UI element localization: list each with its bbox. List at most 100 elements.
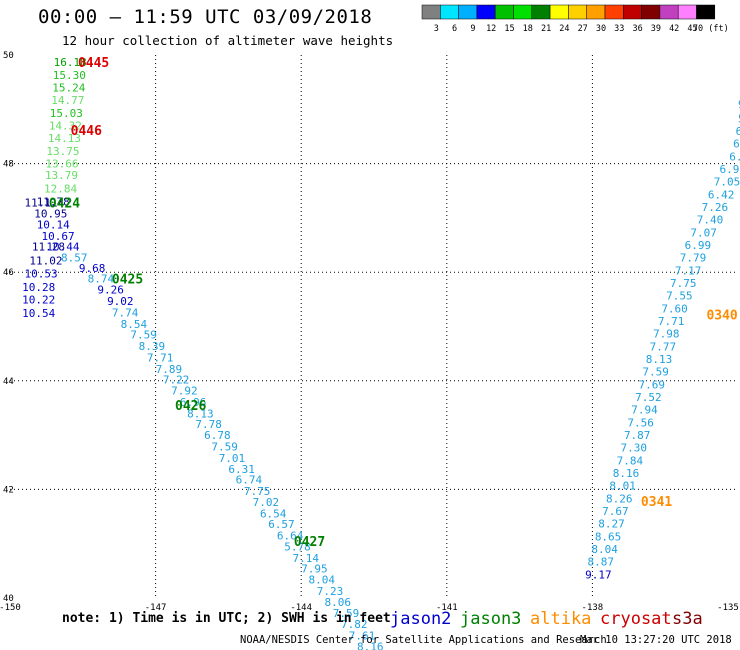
swh-value-jason3: 8.04: [308, 574, 335, 587]
swh-value-jason3: 7.23: [317, 585, 344, 598]
swh-value-jason3: 8.13: [187, 407, 214, 420]
swh-value-jason3: 8.39: [139, 340, 166, 353]
swh-value-jason3: 7.14: [292, 552, 319, 565]
color-scale-swatch: [458, 4, 478, 20]
color-scale-swatch: [421, 4, 441, 20]
time-label-altika: 0340: [706, 309, 737, 324]
swh-value-jason3: 7.95: [301, 563, 328, 576]
time-label-jason3: 0426: [175, 399, 206, 414]
swh-value-jason2: 10.44: [46, 241, 79, 254]
swh-value-jason2: 11.02: [29, 254, 62, 267]
swh-value-altika: 7.98: [653, 328, 680, 341]
swh-value-jason3: 7.59: [130, 329, 157, 342]
color-scale-label: 6: [452, 24, 457, 34]
color-scale-swatch: [641, 4, 661, 20]
swh-value-altika: 9: [738, 98, 740, 111]
swh-value-jason2: 11.11: [25, 197, 58, 210]
swh-value-altika: 8.13: [646, 353, 673, 366]
time-label-altika: 0341: [641, 495, 672, 510]
swh-value-altika: 7.26: [702, 201, 729, 214]
color-scale-swatch: [659, 4, 679, 20]
swh-value-altika: 8.16: [613, 467, 640, 480]
color-scale-label: 27: [578, 24, 588, 34]
chart-subtitle: 12 hour collection of altimeter wave hei…: [62, 33, 394, 48]
swh-value-jason3: 6.78: [204, 429, 231, 442]
swh-value-altika: 8.87: [588, 556, 615, 569]
swh-value-altika: 7.79: [680, 252, 707, 265]
swh-value-altika: 6.86: [729, 151, 740, 164]
swh-value-jason3: 5.78: [284, 540, 311, 553]
swh-value-altika: 7.87: [624, 429, 651, 442]
swh-value-jason3: 6.54: [260, 507, 287, 520]
swh-value-altika: 7.07: [690, 227, 717, 240]
color-scale-label: 21: [541, 24, 551, 34]
color-scale-swatch: [440, 4, 459, 20]
swh-value-jason3: 7.74: [112, 306, 139, 319]
swh-value-jason3: 7.59: [211, 441, 238, 454]
y-tick-label: 40: [3, 594, 14, 604]
swh-value-jason2: 10.14: [37, 218, 70, 231]
swh-value-altika: 8.65: [595, 531, 622, 544]
chart-title: 00:00 — 11:59 UTC 03/09/2018: [38, 6, 373, 28]
color-scale-label: 3: [434, 24, 439, 34]
swh-value-jason3: 6.57: [268, 518, 295, 531]
swh-value-jason2: 10.54: [22, 307, 55, 320]
swh-value-jason2: 10.95: [34, 208, 67, 221]
swh-value-altika: 7.69: [639, 379, 666, 392]
swh-value-jason3: 7.78: [195, 418, 222, 431]
swh-value-cryosat: 15.03: [50, 107, 83, 120]
color-scale-label: 33: [614, 24, 624, 34]
swh-value-jason2: 10.67: [42, 230, 75, 243]
swh-value-cryosat: 12.84: [44, 183, 77, 196]
swh-value-altika: 7.17: [675, 265, 702, 278]
swh-value-jason3: 7.61: [349, 629, 376, 642]
swh-value-altika: 6.99: [685, 239, 712, 252]
color-scale-swatch: [586, 4, 606, 20]
x-tick-label: -135: [717, 603, 739, 613]
x-tick-label: -141: [436, 603, 458, 613]
swh-value-cryosat: 14.77: [51, 94, 84, 107]
note-text: note: 1) Time is in UTC; 2) SWH is in fe…: [62, 611, 391, 626]
swh-value-jason3: 8.74: [88, 273, 115, 286]
swh-value-jason2: 11.78: [37, 196, 70, 209]
color-scale-label: 39: [651, 24, 661, 34]
y-tick-label: 44: [3, 377, 14, 387]
swh-value-cryosat: 13.66: [45, 158, 78, 171]
swh-value-jason3: 6.31: [228, 463, 255, 476]
swh-value-jason3: 7.92: [171, 385, 198, 398]
time-label-jason3: 0425: [112, 273, 143, 288]
swh-value-jason3: 7.89: [156, 363, 183, 376]
swh-value-jason3: 9.68: [79, 262, 106, 275]
color-scale-swatch: [494, 4, 514, 20]
swh-value-cryosat: 13.75: [46, 145, 79, 158]
swh-value-altika: 7.77: [650, 341, 677, 354]
swh-value-altika: 7.30: [621, 442, 648, 455]
time-label-cryosat: 0446: [71, 124, 102, 139]
swh-value-jason3: 8.06: [324, 596, 351, 609]
y-tick-label: 42: [3, 485, 14, 495]
swh-value-jason3: 6.74: [236, 474, 263, 487]
color-scale-swatch: [568, 4, 587, 20]
swh-value-cryosat: 14.13: [48, 132, 81, 145]
color-scale-swatch: [696, 4, 716, 20]
color-scale-label: 45: [687, 24, 697, 34]
swh-value-altika: 7.40: [697, 214, 724, 227]
time-label-cryosat: 0445: [78, 56, 109, 71]
color-scale-label: 15: [504, 24, 514, 34]
time-label-jason2: 0424: [49, 197, 80, 212]
swh-value-jason3: 7.71: [147, 351, 174, 364]
swh-value-jason3: 7.59: [333, 607, 360, 620]
y-tick-label: 48: [3, 160, 14, 170]
swh-value-jason3: 7.01: [219, 452, 246, 465]
swh-value-jason3: 9.02: [107, 295, 134, 308]
legend-jason2: jason2: [390, 609, 452, 629]
color-scale-label: 42: [669, 24, 679, 34]
color-scale-label: 9: [470, 24, 475, 34]
swh-value-jason2: 10.22: [22, 293, 55, 306]
color-scale-swatch: [531, 4, 551, 20]
color-scale-swatch: [549, 4, 569, 20]
swh-value-jason3: 7.75: [244, 485, 271, 498]
x-tick-label: -144: [290, 603, 312, 613]
legend-s3a: s3a: [672, 609, 703, 629]
swh-value-altika: 6.42: [708, 189, 735, 202]
